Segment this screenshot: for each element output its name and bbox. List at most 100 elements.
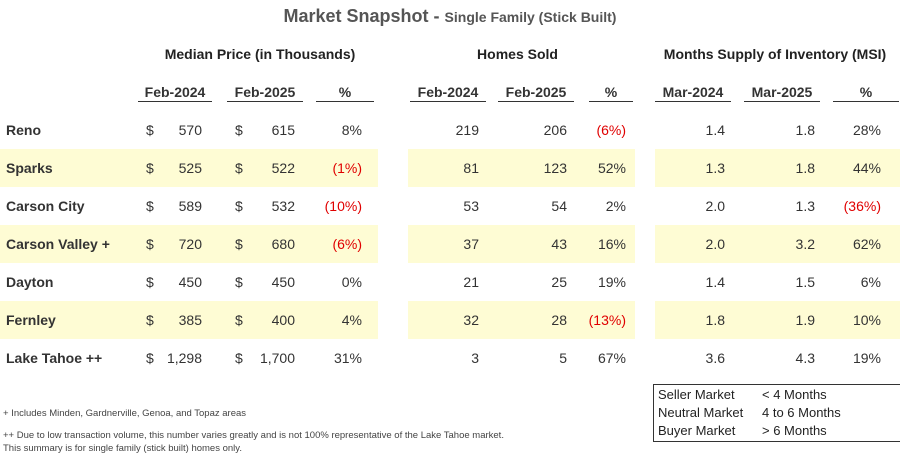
homes-sold-2025: 43 [551, 236, 567, 252]
dollar-sign: $ [235, 274, 243, 290]
market-legend: Seller Market < 4 Months Neutral Market … [653, 384, 900, 442]
msi-2025: 1.8 [795, 160, 815, 176]
title-sub: Single Family (Stick Built) [444, 9, 617, 25]
header-msi-pct: % [833, 85, 899, 102]
legend-neutral-value: 4 to 6 Months [762, 405, 841, 420]
header-median-pct: % [316, 85, 374, 102]
msi-change: 10% [852, 312, 881, 328]
msi-2025: 1.5 [795, 274, 815, 290]
homes-sold-2025: 123 [543, 160, 567, 176]
msi-2024: 3.6 [705, 350, 725, 366]
homes-sold-2025: 28 [551, 312, 567, 328]
group-msi: Months Supply of Inventory (MSI) [663, 46, 887, 62]
dollar-sign: $ [235, 160, 243, 176]
header-sold-2025: Feb-2025 [498, 85, 574, 102]
msi-change: 28% [852, 122, 881, 138]
msi-2025: 3.2 [795, 236, 815, 252]
region-name: Carson City [6, 198, 85, 214]
footnote-2: ++ Due to low transaction volume, this n… [3, 430, 504, 441]
page-title: Market Snapshot - Single Family (Stick B… [0, 6, 900, 27]
legend-seller-value: < 4 Months [762, 387, 827, 402]
median-price-change: 0% [341, 274, 362, 290]
median-price-2025: 522 [271, 160, 295, 176]
row-band [655, 225, 900, 263]
legend-neutral-label: Neutral Market [658, 405, 744, 420]
median-price-2025: 532 [271, 198, 295, 214]
row-band [0, 225, 378, 263]
msi-2024: 1.4 [705, 274, 725, 290]
dollar-sign: $ [146, 160, 154, 176]
dollar-sign: $ [146, 312, 154, 328]
median-price-2025: 680 [271, 236, 295, 252]
header-median-2025: Feb-2025 [227, 85, 303, 102]
footnote-1: + Includes Minden, Gardnerville, Genoa, … [3, 408, 247, 419]
homes-sold-change: 67% [597, 350, 626, 366]
homes-sold-2024: 81 [463, 160, 479, 176]
msi-2024: 1.3 [705, 160, 725, 176]
msi-2025: 1.3 [795, 198, 815, 214]
dollar-sign: $ [146, 198, 154, 214]
footnote-3: This summary is for single family (stick… [3, 443, 242, 454]
msi-2024: 2.0 [705, 236, 725, 252]
region-name: Reno [6, 122, 41, 138]
median-price-2025: 400 [271, 312, 295, 328]
region-name: Carson Valley + [6, 236, 110, 252]
title-main: Market Snapshot - [283, 6, 445, 26]
homes-sold-2025: 5 [559, 350, 567, 366]
median-price-change: 4% [341, 312, 362, 328]
region-name: Fernley [6, 312, 56, 328]
median-price-2024: 450 [178, 274, 202, 290]
median-price-change: 31% [333, 350, 362, 366]
dollar-sign: $ [235, 198, 243, 214]
homes-sold-2024: 37 [463, 236, 479, 252]
row-band [0, 149, 378, 187]
header-sold-2024: Feb-2024 [410, 85, 486, 102]
dollar-sign: $ [146, 274, 154, 290]
row-band [408, 225, 635, 263]
median-price-2024: 1,298 [166, 350, 202, 366]
msi-2024: 1.4 [705, 122, 725, 138]
group-homes-sold: Homes Sold [477, 46, 558, 62]
dollar-sign: $ [235, 122, 243, 138]
homes-sold-2025: 206 [543, 122, 567, 138]
region-name: Dayton [6, 274, 54, 290]
dollar-sign: $ [146, 122, 154, 138]
homes-sold-2024: 21 [463, 274, 479, 290]
median-price-2024: 720 [178, 236, 202, 252]
msi-change: 62% [852, 236, 881, 252]
homes-sold-change: 52% [597, 160, 626, 176]
msi-2025: 1.9 [795, 312, 815, 328]
msi-change: 19% [852, 350, 881, 366]
homes-sold-2025: 54 [551, 198, 567, 214]
region-name: Lake Tahoe ++ [6, 350, 103, 366]
median-price-change: (1%) [332, 160, 362, 176]
homes-sold-2025: 25 [551, 274, 567, 290]
legend-buyer-value: > 6 Months [762, 423, 827, 438]
homes-sold-change: 16% [597, 236, 626, 252]
dollar-sign: $ [235, 236, 243, 252]
msi-2025: 4.3 [795, 350, 815, 366]
homes-sold-change: (13%) [588, 312, 626, 328]
group-median-price: Median Price (in Thousands) [164, 46, 356, 62]
homes-sold-2024: 32 [463, 312, 479, 328]
row-band [655, 149, 900, 187]
median-price-2024: 589 [178, 198, 202, 214]
header-median-2024: Feb-2024 [138, 85, 212, 102]
row-band [408, 149, 635, 187]
header-msi-2024: Mar-2024 [655, 85, 731, 102]
msi-2025: 1.8 [795, 122, 815, 138]
msi-2024: 1.8 [705, 312, 725, 328]
median-price-2024: 385 [178, 312, 202, 328]
dollar-sign: $ [235, 350, 243, 366]
median-price-2024: 525 [178, 160, 202, 176]
msi-2024: 2.0 [705, 198, 725, 214]
row-band [655, 301, 900, 339]
legend-buyer-label: Buyer Market [658, 423, 736, 438]
dollar-sign: $ [146, 236, 154, 252]
median-price-2024: 570 [178, 122, 202, 138]
header-sold-pct: % [589, 85, 633, 102]
homes-sold-2024: 53 [463, 198, 479, 214]
median-price-change: (6%) [332, 236, 362, 252]
homes-sold-change: 2% [605, 198, 626, 214]
row-band [408, 301, 635, 339]
